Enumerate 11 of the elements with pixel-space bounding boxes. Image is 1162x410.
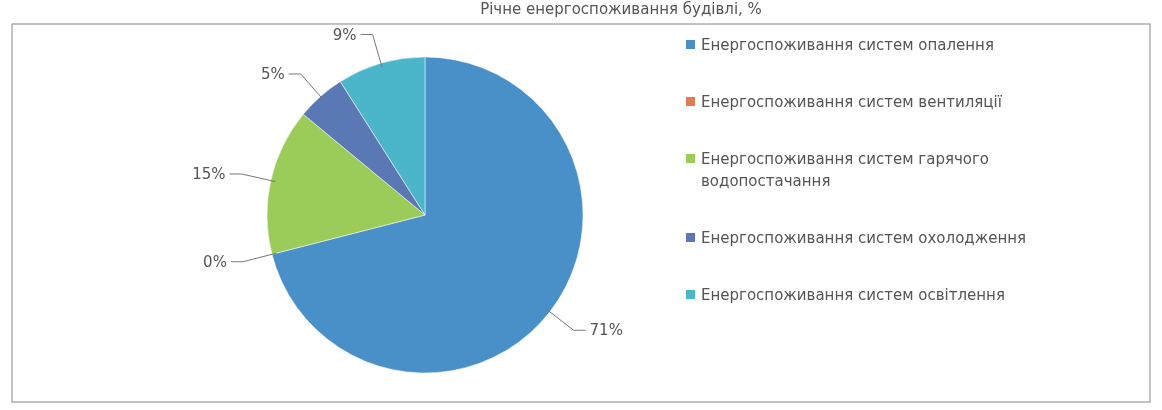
legend-label: Енергоспоживання систем освітлення (701, 286, 1005, 305)
data-label: 5% (260, 65, 285, 84)
data-label: 71% (589, 321, 623, 340)
chart-title: Річне енергоспоживання будівлі, % (480, 0, 762, 18)
data-label: 9% (332, 25, 357, 44)
data-label: 15% (192, 165, 226, 184)
text: 0% (203, 253, 227, 271)
legend-label: Енергоспоживання систем гарячого водопостачання (701, 150, 990, 191)
legend-label: Енергоспоживання систем охолодження (701, 229, 1027, 248)
legend-label: Енергоспоживання систем опалення (701, 36, 994, 55)
legend-label: Енергоспоживання систем вентиляції (701, 93, 1003, 112)
